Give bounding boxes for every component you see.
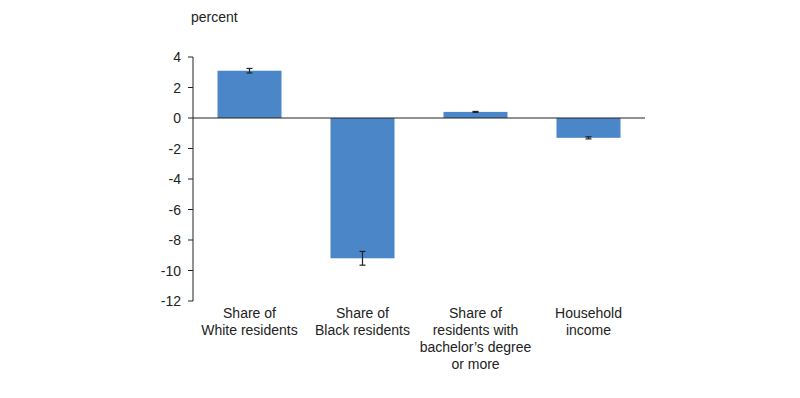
y-tick-label: 4 — [173, 49, 181, 65]
x-tick-label: Share ofresidents withbachelor’s degreeo… — [420, 305, 532, 372]
y-tick-label: -2 — [169, 141, 182, 157]
y-tick — [188, 209, 193, 210]
bar — [444, 112, 508, 118]
error-bar — [360, 251, 366, 265]
zero-line — [193, 118, 645, 119]
y-tick-label: 2 — [173, 80, 181, 96]
error-bar-stem — [249, 68, 250, 73]
y-tick — [188, 270, 193, 271]
y-tick — [188, 57, 193, 58]
error-bar-cap — [473, 112, 479, 113]
error-bar-cap — [586, 138, 592, 139]
y-tick-label: -6 — [169, 202, 182, 218]
y-tick — [188, 87, 193, 88]
y-axis-label: percent — [191, 9, 238, 25]
error-bar-cap — [360, 265, 366, 266]
y-tick — [188, 301, 193, 302]
y-tick-label: 0 — [173, 110, 181, 126]
y-tick — [188, 179, 193, 180]
y-tick-label: -8 — [169, 232, 182, 248]
chart-container: percent -12 -10 -8 -6 -4 -2 0 2 4 Share ofWhite re… — [0, 0, 800, 398]
y-tick — [188, 118, 193, 119]
y-tick — [188, 240, 193, 241]
bar — [331, 118, 395, 258]
y-tick-label: -10 — [161, 263, 181, 279]
error-bar — [586, 137, 592, 139]
x-tick-label: Householdincome — [555, 305, 622, 338]
error-bar-cap — [586, 136, 592, 137]
x-tick-label: Share ofBlack residents — [315, 305, 410, 338]
bar — [557, 118, 621, 138]
error-bar — [473, 111, 479, 113]
error-bar-stem — [362, 251, 363, 265]
chart: percent -12 -10 -8 -6 -4 -2 0 2 4 Share ofWhite re… — [0, 0, 800, 398]
error-bar — [247, 68, 253, 73]
y-tick-label: -12 — [161, 293, 181, 309]
x-tick-label: Share ofWhite residents — [201, 305, 297, 338]
y-tick — [188, 148, 193, 149]
error-bar-cap — [247, 68, 253, 69]
bar — [218, 71, 282, 118]
error-bar-cap — [247, 72, 253, 73]
error-bar-cap — [360, 251, 366, 252]
y-tick-label: -4 — [169, 171, 182, 187]
bars — [218, 71, 621, 259]
error-bar-cap — [473, 111, 479, 112]
